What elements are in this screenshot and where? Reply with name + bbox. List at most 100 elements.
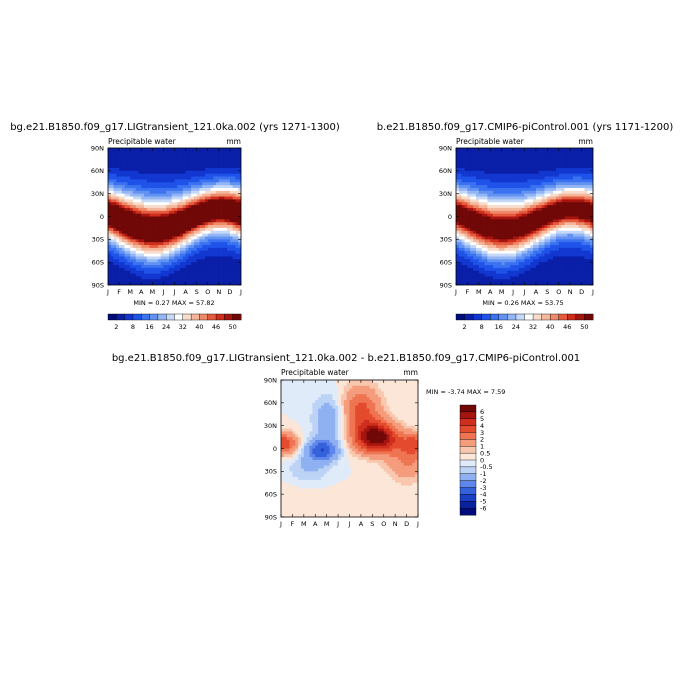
panel2-field-cell bbox=[573, 165, 577, 169]
panel1-field-cell bbox=[177, 256, 181, 260]
panel2-field-cell bbox=[495, 187, 500, 192]
panel1-field-cell bbox=[135, 210, 139, 214]
panel2-field-cell bbox=[475, 159, 480, 163]
panel1-field-cell bbox=[138, 179, 142, 183]
panel1-field-cell bbox=[144, 193, 148, 197]
panel1-field-cell bbox=[141, 179, 145, 183]
panel1-field-cell bbox=[144, 282, 148, 285]
panel2-field-cell bbox=[458, 253, 463, 257]
panel1-field-cell bbox=[108, 167, 112, 172]
panel2-field-cell bbox=[584, 230, 588, 234]
panel1-field-cell bbox=[160, 227, 164, 232]
panel2-field-cell bbox=[550, 276, 554, 280]
panel1-field-cell bbox=[121, 213, 125, 217]
panel2-field-cell bbox=[553, 247, 557, 252]
panel1-field-cell bbox=[177, 150, 181, 155]
panel2-field-cell bbox=[481, 282, 485, 285]
panel2-field-cell bbox=[538, 233, 542, 237]
panel1-field-cell bbox=[216, 165, 220, 169]
panel1-field-cell bbox=[177, 282, 181, 285]
panel1-field-cell bbox=[166, 193, 170, 197]
panel3-field-cell bbox=[289, 451, 293, 455]
panel2-field-cell bbox=[495, 247, 500, 252]
panel1-field-cell bbox=[238, 230, 241, 234]
panel2-field-cell bbox=[473, 165, 477, 169]
panel2-field-cell bbox=[535, 176, 540, 180]
panel1-field-cell bbox=[132, 196, 137, 200]
colorbar-swatch bbox=[124, 313, 134, 321]
panel1-field-cell bbox=[168, 207, 173, 212]
panel1-field-cell bbox=[116, 262, 120, 266]
panel1-field-cell bbox=[113, 185, 117, 189]
panel2-field-cell bbox=[475, 173, 480, 177]
panel2-field-cell bbox=[541, 205, 545, 209]
panel1-field-cell bbox=[163, 259, 167, 263]
panel1-field-cell bbox=[166, 282, 170, 285]
panel1-field-cell bbox=[216, 205, 220, 209]
panel1-field-cell bbox=[135, 190, 139, 195]
panel2-field-cell bbox=[561, 247, 565, 252]
panel2-field-cell bbox=[464, 233, 468, 237]
panel2-field-cell bbox=[498, 193, 503, 197]
panel1-field-cell bbox=[177, 167, 181, 172]
panel1-field-cell bbox=[152, 250, 156, 254]
panel1-field-cell bbox=[135, 225, 139, 229]
panel2-field-cell bbox=[527, 253, 531, 257]
panel2-field-cell bbox=[561, 153, 565, 157]
panel1-field-cell bbox=[177, 193, 181, 197]
panel2-field-cell bbox=[561, 148, 565, 152]
panel1-field-cell bbox=[216, 239, 220, 243]
panel2-field-cell bbox=[484, 259, 488, 263]
panel2-field-cell bbox=[498, 250, 503, 254]
panel2-field-cell bbox=[547, 190, 551, 195]
panel1-field-cell bbox=[202, 273, 206, 277]
panel2-field-cell bbox=[538, 182, 542, 186]
panel1-field-cell bbox=[232, 148, 236, 152]
panel2-field-cell bbox=[538, 213, 542, 217]
panel2-field-cell bbox=[581, 148, 585, 152]
panel1-field-cell bbox=[146, 153, 150, 157]
panel1-field-cell bbox=[199, 250, 203, 254]
panel2-field-cell bbox=[587, 173, 591, 177]
panel2-field-cell bbox=[584, 173, 588, 177]
panel2-field-cell bbox=[590, 196, 593, 200]
panel2-field-cell bbox=[584, 245, 588, 249]
panel2-field-cell bbox=[475, 153, 480, 157]
panel2-field-cell bbox=[498, 267, 503, 272]
panel1-field-cell bbox=[185, 259, 189, 263]
panel2-field-cell bbox=[555, 250, 560, 254]
panel2-field-cell bbox=[510, 262, 514, 266]
panel2-field-cell bbox=[541, 247, 545, 252]
panel2-field-cell bbox=[456, 233, 460, 237]
panel1-field-cell bbox=[141, 225, 145, 229]
panel2-field-cell bbox=[587, 213, 591, 217]
panel2-field-cell bbox=[456, 242, 460, 246]
panel1-field-cell bbox=[180, 176, 184, 180]
panel1-field-cell bbox=[121, 262, 125, 266]
panel2-field-cell bbox=[456, 279, 460, 283]
panel1-field-cell bbox=[149, 210, 153, 214]
panel1-field-cell bbox=[210, 165, 214, 169]
panel2-field-cell bbox=[567, 165, 571, 169]
panel1-field-cell bbox=[141, 279, 145, 283]
panel1-field-cell bbox=[182, 156, 186, 160]
panel2-field-cell bbox=[475, 230, 480, 234]
panel1-field-cell bbox=[149, 182, 153, 186]
panel2-field-cell bbox=[533, 227, 537, 232]
panel1-field-cell bbox=[218, 165, 222, 169]
panel1-field-cell bbox=[185, 267, 189, 272]
panel2-field-cell bbox=[584, 196, 588, 200]
panel2-field-cell bbox=[561, 196, 565, 200]
panel1-field-cell bbox=[196, 179, 200, 183]
panel2-field-cell bbox=[570, 230, 574, 234]
panel1-field-cell bbox=[174, 279, 178, 283]
panel2-field-cell bbox=[550, 273, 554, 277]
panel2-field-cell bbox=[470, 185, 474, 189]
panel1-field-cell bbox=[168, 179, 173, 183]
panel1-field-cell bbox=[210, 270, 214, 274]
panel2-field-cell bbox=[518, 253, 522, 257]
panel1-field-cell bbox=[149, 242, 153, 246]
panel1-field-cell bbox=[224, 210, 228, 214]
panel2-field-cell bbox=[573, 265, 577, 269]
